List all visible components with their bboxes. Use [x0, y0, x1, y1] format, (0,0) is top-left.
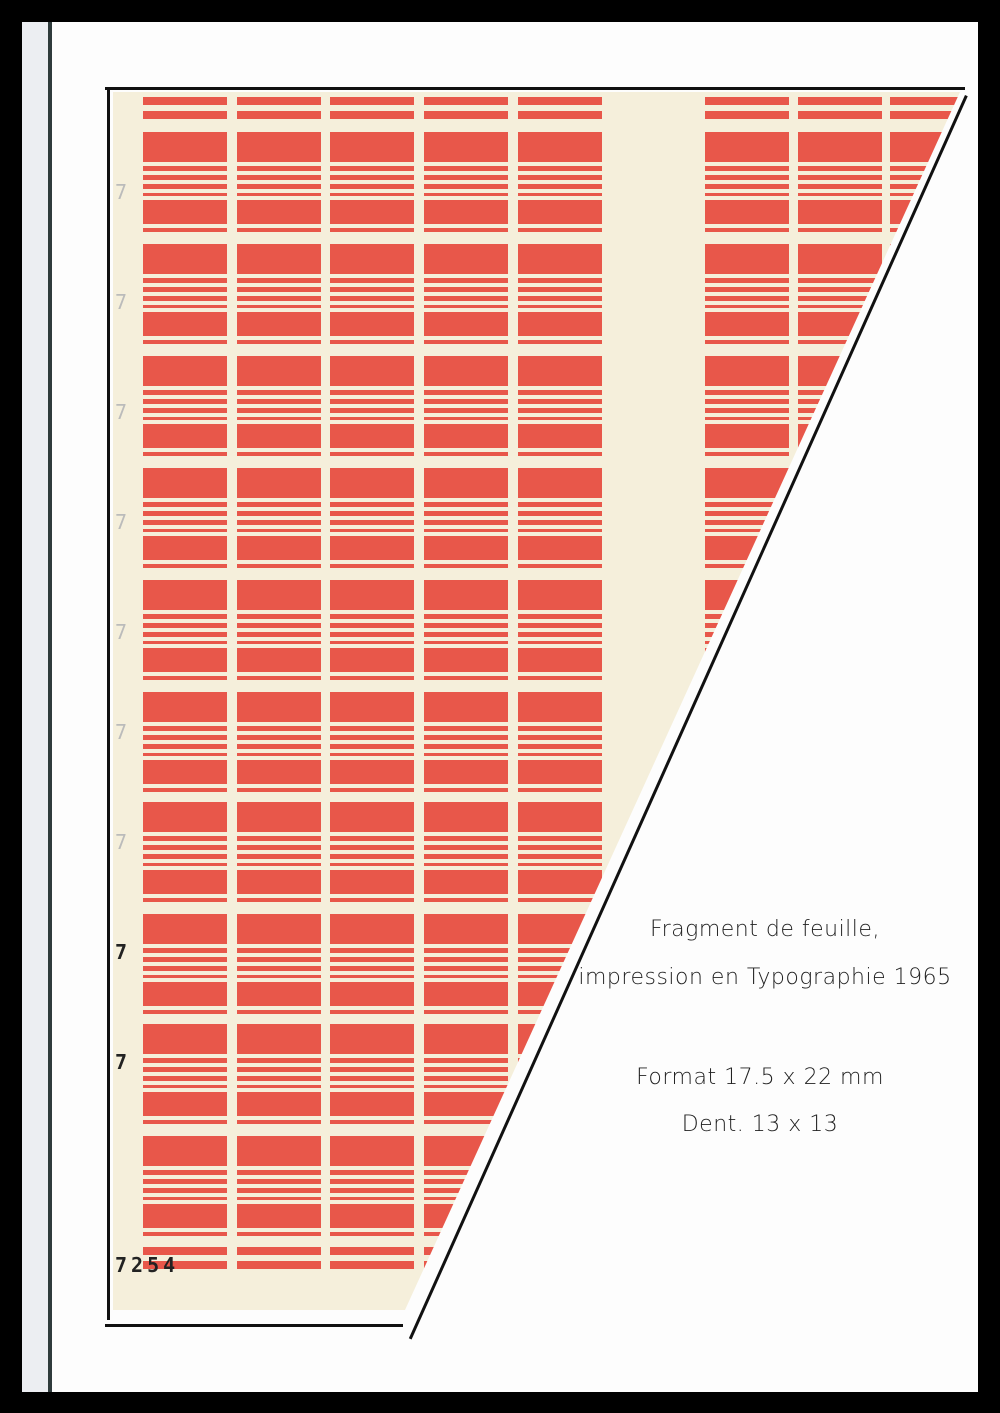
stamp — [424, 244, 508, 344]
stamp — [143, 244, 227, 344]
margin-mark: 7 — [115, 290, 128, 314]
stamp — [330, 1136, 414, 1236]
margin-mark: 7 — [115, 510, 128, 534]
stamp — [143, 914, 227, 1014]
stamp — [143, 692, 227, 792]
stamp-partial — [705, 97, 789, 121]
margin-mark: 7 — [115, 1050, 128, 1074]
caption-line-4: Dent. 13 x 13 — [681, 1112, 839, 1137]
stamp-partial — [237, 97, 321, 121]
stamp — [143, 132, 227, 232]
stamp-partial — [424, 97, 508, 121]
stamp — [330, 244, 414, 344]
stamp — [237, 468, 321, 568]
stamp — [424, 802, 508, 902]
stamp — [705, 356, 789, 456]
stamp — [518, 244, 602, 344]
stamp — [143, 468, 227, 568]
stamp — [237, 244, 321, 344]
stamp — [424, 468, 508, 568]
stamp — [330, 1024, 414, 1124]
margin-mark: 7 — [115, 720, 128, 744]
stamp — [518, 692, 602, 792]
stamp-partial — [330, 97, 414, 121]
stamp — [330, 914, 414, 1014]
stamp — [424, 1024, 508, 1124]
stamp — [143, 580, 227, 680]
stamp — [237, 692, 321, 792]
album-spine — [22, 22, 52, 1392]
stamp — [143, 1136, 227, 1236]
stamp — [705, 132, 789, 232]
stamp-partial — [890, 97, 960, 121]
stamp — [143, 1024, 227, 1124]
stamp — [424, 580, 508, 680]
stamp — [330, 1247, 414, 1271]
stamp — [330, 132, 414, 232]
stamp — [705, 244, 789, 344]
margin-mark: 7 — [115, 940, 128, 964]
stamp — [330, 356, 414, 456]
margin-mark: 7 — [115, 620, 128, 644]
stamp-partial — [518, 97, 602, 121]
control-number: 7254 — [115, 1253, 180, 1277]
stamp — [424, 692, 508, 792]
stamp — [237, 580, 321, 680]
stamp — [330, 468, 414, 568]
stamp — [330, 580, 414, 680]
frame-line-top — [105, 87, 965, 90]
stamp — [424, 356, 508, 456]
caption-line-3: Format 17.5 x 22 mm — [636, 1065, 884, 1090]
stamp — [237, 356, 321, 456]
stamp — [237, 802, 321, 902]
stamp — [330, 692, 414, 792]
stamp — [424, 914, 508, 1014]
frame-line-bottom — [105, 1324, 403, 1327]
stamp — [330, 802, 414, 902]
stamp — [424, 132, 508, 232]
margin-mark: 7 — [115, 180, 128, 204]
stamp — [143, 356, 227, 456]
caption-line-2: impression en Typographie 1965 — [578, 965, 952, 990]
caption-line-1: Fragment de feuille, — [650, 917, 880, 942]
frame-line-left — [107, 88, 110, 1320]
stamp — [518, 132, 602, 232]
stamp — [237, 1247, 321, 1271]
stamp — [518, 802, 602, 902]
stamp — [237, 132, 321, 232]
stamp — [518, 356, 602, 456]
stamp — [518, 580, 602, 680]
stamp-partial — [798, 97, 882, 121]
margin-mark: 7 — [115, 830, 128, 854]
stamp — [143, 1247, 227, 1271]
margin-mark: 7 — [115, 400, 128, 424]
stamp — [237, 1136, 321, 1236]
stamp — [237, 1024, 321, 1124]
stamp — [143, 802, 227, 902]
stamp — [518, 468, 602, 568]
stamp — [237, 914, 321, 1014]
stamp-partial — [143, 97, 227, 121]
stamp — [798, 132, 882, 232]
